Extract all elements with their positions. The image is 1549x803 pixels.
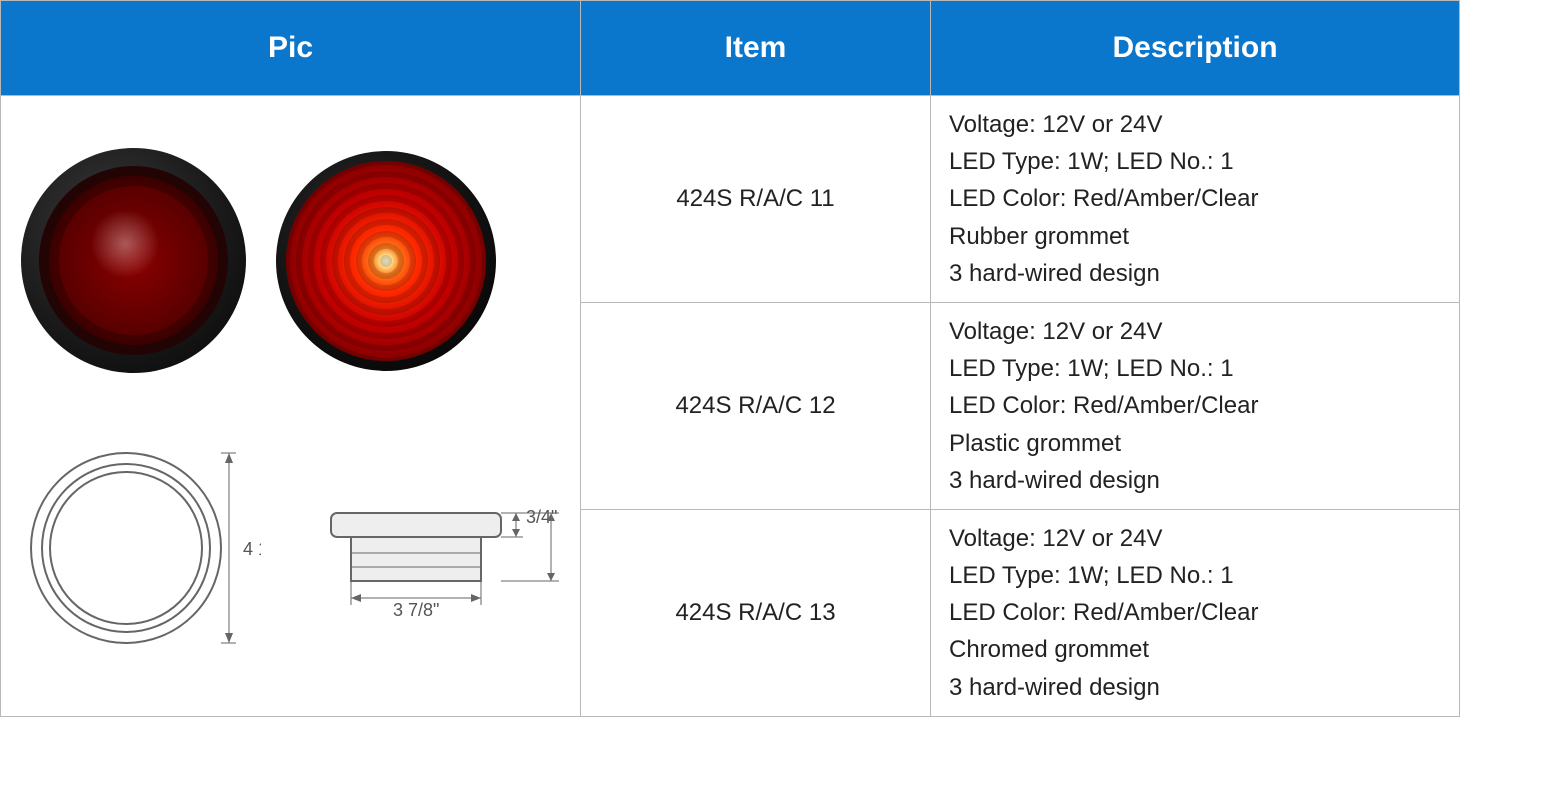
outer-circle	[31, 453, 221, 643]
desc-line: Chromed grommet	[949, 636, 1149, 663]
dim-arrow-icon	[471, 594, 481, 602]
dim-arrow-icon	[547, 573, 555, 581]
flange	[331, 513, 501, 537]
item-cell: 424S R/A/C 11	[581, 96, 931, 303]
desc-line: 3 hard-wired design	[949, 467, 1160, 494]
desc-line: LED Color: Red/Amber/Clear	[949, 185, 1258, 212]
lens-unlit	[49, 176, 218, 345]
dim-arrow-icon	[512, 529, 520, 537]
desc-line: 3 hard-wired design	[949, 674, 1160, 701]
desc-line: Voltage: 12V or 24V	[949, 318, 1163, 345]
desc-line: Rubber grommet	[949, 223, 1129, 250]
desc-line: LED Color: Red/Amber/Clear	[949, 599, 1258, 626]
dim-arrow-icon	[351, 594, 361, 602]
dim-label-diameter: 4 1/4"	[243, 539, 261, 559]
dim-arrow-down-icon	[225, 633, 233, 643]
dim-label-width: 3 7/8"	[393, 600, 439, 620]
product-photo-lit	[276, 151, 496, 371]
product-photos	[21, 148, 560, 373]
col-header-item: Item	[581, 1, 931, 96]
side-view-drawing: 3/4" 1 3/8" 3 7/8"	[321, 473, 561, 623]
col-header-desc: Description	[931, 1, 1460, 96]
desc-line: Plastic grommet	[949, 430, 1121, 457]
cylinder-body	[351, 537, 481, 581]
dim-arrow-up-icon	[225, 453, 233, 463]
technical-drawings: 4 1/4" 3/4	[21, 443, 560, 653]
desc-line: 3 hard-wired design	[949, 260, 1160, 287]
desc-line: LED Type: 1W; LED No.: 1	[949, 562, 1234, 589]
desc-line: LED Color: Red/Amber/Clear	[949, 392, 1258, 419]
product-spec-table: Pic Item Description	[0, 0, 1460, 717]
desc-line: Voltage: 12V or 24V	[949, 525, 1163, 552]
inner-circle-1	[42, 464, 210, 632]
item-cell: 424S R/A/C 12	[581, 302, 931, 509]
table-row: 4 1/4" 3/4	[1, 96, 1460, 303]
product-photo-unlit	[21, 148, 246, 373]
desc-line: LED Type: 1W; LED No.: 1	[949, 355, 1234, 382]
desc-cell: Voltage: 12V or 24V LED Type: 1W; LED No…	[931, 509, 1460, 716]
front-view-drawing: 4 1/4"	[21, 443, 261, 653]
desc-cell: Voltage: 12V or 24V LED Type: 1W; LED No…	[931, 96, 1460, 303]
inner-circle-2	[50, 472, 202, 624]
col-header-pic: Pic	[1, 1, 581, 96]
dim-arrow-icon	[512, 513, 520, 521]
desc-cell: Voltage: 12V or 24V LED Type: 1W; LED No…	[931, 302, 1460, 509]
item-cell: 424S R/A/C 13	[581, 509, 931, 716]
desc-line: Voltage: 12V or 24V	[949, 111, 1163, 138]
pic-cell: 4 1/4" 3/4	[1, 96, 581, 717]
dim-label-full-height: 1 3/8"	[559, 535, 561, 555]
desc-line: LED Type: 1W; LED No.: 1	[949, 148, 1234, 175]
table-header-row: Pic Item Description	[1, 1, 1460, 96]
lens-optic-rings	[286, 161, 486, 361]
